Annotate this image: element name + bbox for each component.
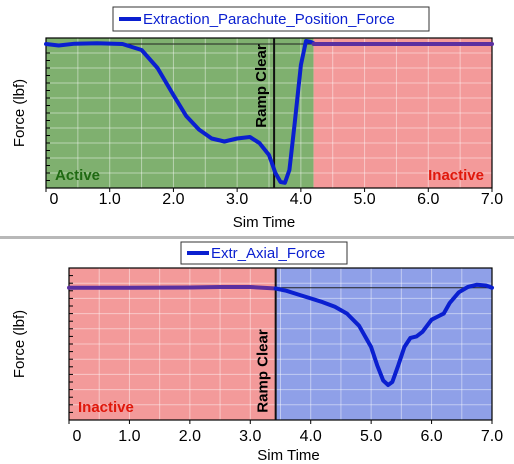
x-tick-label: 7.0	[481, 428, 503, 445]
legend-label: Extr_Axial_Force	[211, 245, 325, 262]
x-tick-label: 6.0	[417, 191, 439, 208]
region-inactive-bg	[69, 268, 276, 420]
panel-separator	[0, 236, 514, 239]
ramp-clear-label: Ramp Clear	[255, 329, 272, 413]
ramp-clear-label: Ramp Clear	[253, 44, 270, 128]
region-label-inactive: Inactive	[78, 399, 134, 416]
x-tick-label: 6.0	[420, 428, 442, 445]
x-tick-label: 1.0	[99, 191, 121, 208]
series-line-0	[44, 39, 316, 185]
legend-box	[112, 6, 430, 32]
plot-frame	[45, 37, 493, 189]
legend-box	[180, 241, 348, 265]
y-axis-label: Force (lbf)	[11, 79, 28, 147]
series-line-1	[273, 282, 494, 387]
x-tick-label: 2.0	[179, 428, 201, 445]
region-label-inactive: Inactive	[428, 167, 484, 184]
region-label-active: Active	[55, 167, 100, 184]
x-tick-label: 3.0	[226, 191, 248, 208]
x-tick-label: 7.0	[481, 191, 503, 208]
chart-extr-axial-force: Ramp Clear Inactive 0 1.0 2.0 3.0 4.0 5.0 6.0 7.0…	[11, 241, 503, 464]
plot-frame	[68, 267, 493, 421]
series-line-0	[67, 285, 278, 291]
region-active-bg	[46, 38, 314, 188]
x-tick-label: 5.0	[353, 191, 375, 208]
x-tick-label: 0	[50, 191, 59, 208]
x-tick-label: 4.0	[300, 428, 322, 445]
x-tick-label: 0	[73, 428, 82, 445]
x-axis-label: Sim Time	[233, 214, 296, 231]
x-tick-label: 5.0	[360, 428, 382, 445]
region-inactive-bg	[313, 38, 492, 188]
x-tick-label: 2.0	[162, 191, 184, 208]
x-axis-label: Sim Time	[257, 447, 320, 464]
x-tick-label: 1.0	[118, 428, 140, 445]
x-tick-label: 3.0	[239, 428, 261, 445]
x-tick-label: 4.0	[290, 191, 312, 208]
chart-extraction-parachute-position-force: Ramp Clear Active Inactive 0 1.0 2.0 3.0 4.0 5.0…	[11, 6, 503, 231]
grid	[69, 268, 492, 420]
legend-label: Extraction_Parachute_Position_Force	[143, 11, 395, 28]
grid	[46, 38, 492, 188]
y-axis-label: Force (lbf)	[11, 310, 28, 378]
